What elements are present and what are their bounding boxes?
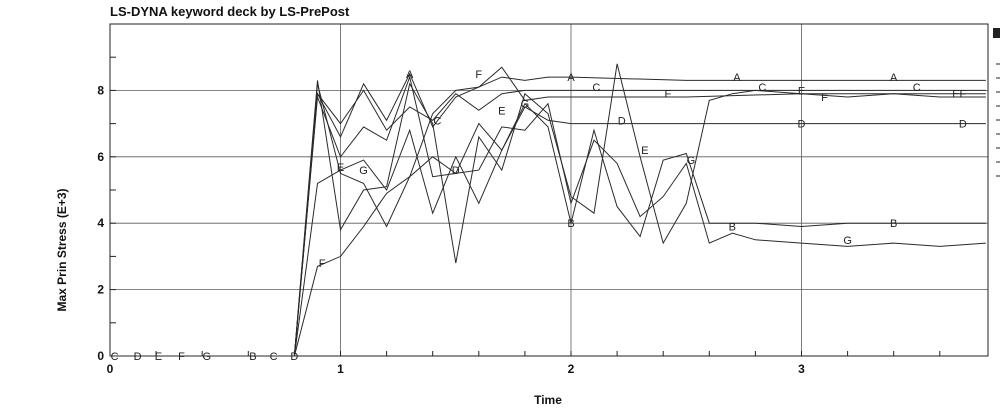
y-axis-label: Max Prin Stress (E+3) <box>55 188 69 311</box>
series-marker-G: G <box>359 165 368 177</box>
series-marker-F: F <box>959 89 966 101</box>
x-tick-labels: 0 1 2 3 <box>107 362 806 376</box>
series-line-B <box>110 75 986 357</box>
y-tick-label: 2 <box>97 283 104 297</box>
series-marker-D: D <box>798 119 806 131</box>
series-marker-D: D <box>618 115 626 127</box>
series-marker-F: F <box>319 258 326 270</box>
y-tick-label: 6 <box>97 150 104 164</box>
legend-cropped <box>993 28 1000 177</box>
series-marker-A: A <box>890 72 898 84</box>
series-marker-C: C <box>270 351 278 363</box>
series-marker-E: E <box>155 351 162 363</box>
series-marker-G: G <box>203 351 212 363</box>
series-marker-F: F <box>664 89 671 101</box>
series-marker-G: G <box>521 99 530 111</box>
series-marker-G: G <box>687 155 696 167</box>
series-line-G <box>110 83 986 357</box>
series-marker-A: A <box>406 69 414 81</box>
legend-swatch <box>993 28 1000 38</box>
series-marker-F: F <box>821 92 828 104</box>
series-marker-D: D <box>290 351 298 363</box>
plot-frame <box>109 23 989 357</box>
series-marker-C: C <box>592 82 600 94</box>
x-tick-label: 2 <box>568 362 575 376</box>
x-tick-label: 0 <box>107 362 114 376</box>
series-line-A <box>110 72 986 357</box>
series-line-F <box>110 66 986 357</box>
series-marker-D: D <box>959 119 967 131</box>
series-marker-E: E <box>798 85 805 97</box>
series-marker-C: C <box>913 82 921 94</box>
series-marker-G: G <box>843 235 852 247</box>
series-marker-A: A <box>733 72 741 84</box>
series-marker-F: F <box>475 69 482 81</box>
series-marker-B: B <box>567 218 574 230</box>
series-marker-D: D <box>452 165 460 177</box>
series-marker-D: D <box>134 351 142 363</box>
x-tick-label: 3 <box>798 362 805 376</box>
series-line-D <box>110 106 986 357</box>
series-marker-C: C <box>433 115 441 127</box>
series-marker-E: E <box>641 145 648 157</box>
series-marker-C: C <box>758 82 766 94</box>
y-tick-label: 4 <box>97 216 104 230</box>
y-tick-label: 0 <box>97 349 104 363</box>
series-marker-B: B <box>890 218 897 230</box>
x-tick-label: 1 <box>337 362 344 376</box>
series-marker-A: A <box>567 72 575 84</box>
series-line-E <box>110 63 986 357</box>
series-marker-E: E <box>952 89 959 101</box>
series-marker-E: E <box>337 162 344 174</box>
series-group <box>110 63 986 357</box>
series-marker-E: E <box>498 105 505 117</box>
series-marker-B: B <box>249 351 256 363</box>
chart-title: LS-DYNA keyword deck by LS-PrePost <box>110 4 350 19</box>
series-marker-B: B <box>729 222 736 234</box>
x-axis-label: Time <box>534 393 562 407</box>
series-marker-C: C <box>111 351 119 363</box>
y-tick-labels: 0 2 4 6 8 <box>97 83 104 363</box>
series-marker-F: F <box>178 351 185 363</box>
series-line-C <box>110 89 986 357</box>
y-tick-label: 8 <box>97 83 104 97</box>
